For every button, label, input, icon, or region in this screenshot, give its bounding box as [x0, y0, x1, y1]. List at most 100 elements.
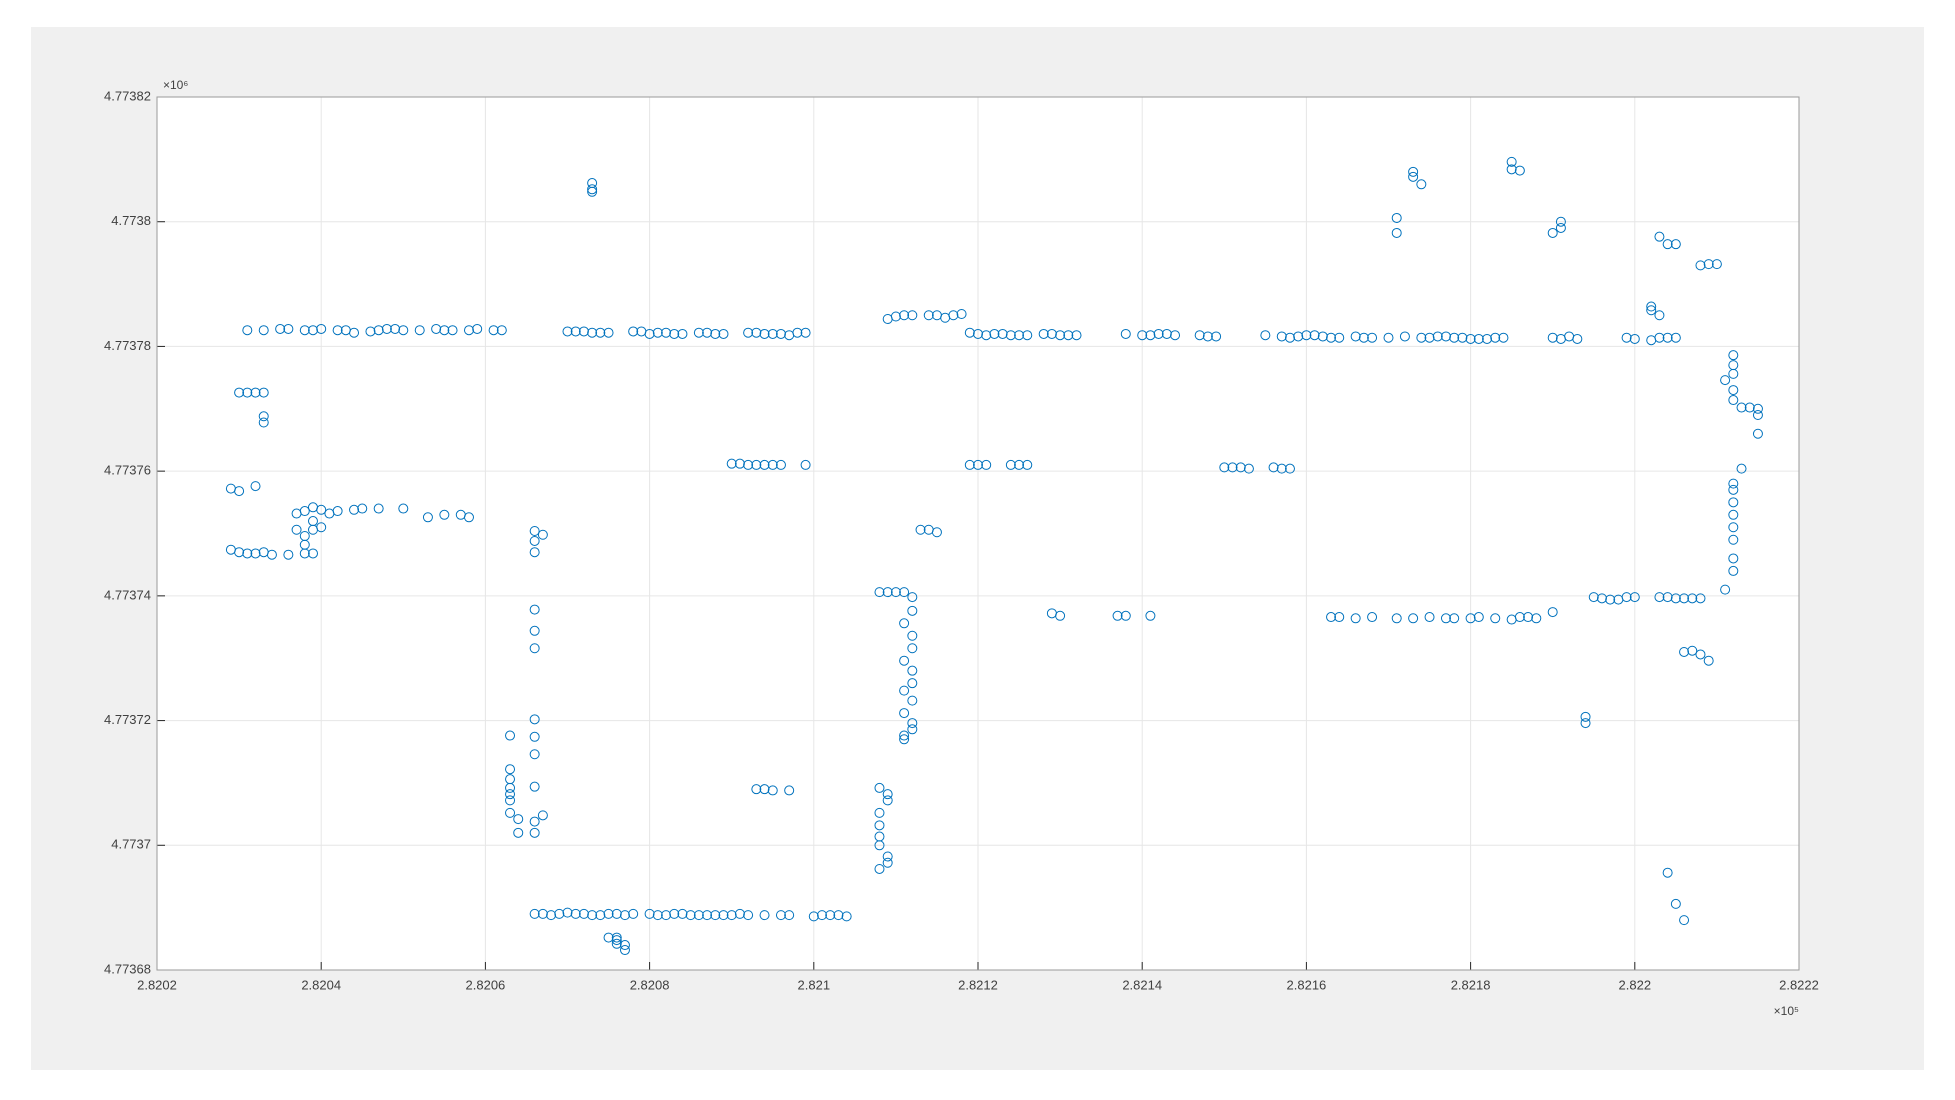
marker: [677, 908, 688, 919]
marker: [1005, 330, 1016, 341]
marker: [874, 820, 885, 831]
marker: [882, 795, 893, 806]
marker: [726, 458, 737, 469]
marker: [726, 910, 737, 921]
marker: [242, 548, 253, 559]
marker: [1498, 332, 1509, 343]
marker: [603, 327, 614, 338]
marker: [899, 685, 910, 696]
marker: [1703, 655, 1714, 666]
marker: [1596, 593, 1607, 604]
marker: [1711, 259, 1722, 270]
marker: [1547, 227, 1558, 238]
marker: [1473, 612, 1484, 623]
marker: [923, 310, 934, 321]
marker: [234, 547, 245, 558]
marker: [1211, 331, 1222, 342]
marker: [611, 932, 622, 943]
marker: [1629, 333, 1640, 344]
marker: [1679, 593, 1690, 604]
marker: [505, 730, 516, 741]
marker: [1432, 331, 1443, 342]
marker: [1416, 332, 1427, 343]
marker: [1473, 333, 1484, 344]
marker: [759, 910, 770, 921]
marker: [973, 459, 983, 470]
marker: [1022, 330, 1033, 341]
marker: [677, 328, 688, 339]
marker: [710, 910, 721, 921]
marker: [1728, 395, 1739, 406]
marker: [1728, 565, 1739, 576]
marker: [1670, 332, 1681, 343]
marker: [349, 504, 360, 515]
marker: [1490, 332, 1501, 343]
marker: [1662, 592, 1673, 603]
marker: [899, 587, 910, 598]
x-tick-label: 2.822: [1619, 977, 1652, 992]
marker: [537, 529, 548, 540]
marker: [1703, 259, 1714, 270]
marker: [488, 325, 499, 336]
marker: [242, 387, 253, 398]
marker: [513, 827, 524, 838]
marker: [1145, 330, 1156, 341]
marker: [669, 908, 680, 919]
marker: [398, 325, 409, 336]
marker: [381, 323, 392, 334]
marker: [1046, 328, 1057, 339]
marker: [496, 325, 507, 336]
marker: [1014, 459, 1025, 470]
marker: [775, 459, 786, 470]
marker: [1736, 402, 1747, 413]
marker: [1276, 331, 1287, 342]
marker: [1547, 332, 1558, 343]
marker: [258, 387, 269, 398]
x-exponent: ×10⁵: [1774, 1004, 1799, 1018]
marker: [1391, 227, 1402, 238]
marker: [1424, 332, 1435, 343]
marker: [595, 910, 606, 921]
marker: [1399, 331, 1410, 342]
marker: [899, 734, 910, 745]
marker: [1367, 332, 1378, 343]
marker: [1358, 332, 1369, 343]
marker: [800, 459, 811, 470]
y-tick-label: 4.77382: [104, 88, 151, 103]
marker: [907, 630, 918, 641]
marker: [1112, 610, 1123, 621]
y-tick-label: 4.77368: [104, 961, 151, 976]
marker: [1284, 332, 1295, 343]
marker: [989, 328, 1000, 339]
marker: [529, 714, 540, 725]
marker: [1728, 509, 1739, 520]
x-tick-label: 2.8208: [630, 977, 670, 992]
marker: [899, 655, 910, 666]
marker: [1654, 310, 1665, 321]
marker: [349, 327, 360, 338]
marker: [743, 459, 754, 470]
marker: [439, 325, 450, 336]
marker: [529, 731, 540, 742]
marker: [907, 592, 918, 603]
marker: [1170, 330, 1181, 341]
marker: [1629, 592, 1640, 603]
marker: [907, 605, 918, 616]
axes-box: [156, 96, 1800, 971]
marker: [1309, 330, 1320, 341]
marker: [1728, 484, 1739, 495]
marker: [734, 458, 745, 469]
marker: [784, 785, 795, 796]
marker: [931, 527, 942, 538]
marker: [1679, 646, 1690, 657]
marker: [299, 325, 310, 336]
marker: [373, 503, 384, 514]
x-tick-label: 2.8206: [466, 977, 506, 992]
marker: [1235, 462, 1246, 473]
marker: [1260, 330, 1271, 341]
marker: [578, 326, 589, 337]
marker: [1670, 898, 1681, 909]
marker: [250, 387, 261, 398]
marker: [1145, 610, 1156, 621]
marker: [546, 910, 557, 921]
